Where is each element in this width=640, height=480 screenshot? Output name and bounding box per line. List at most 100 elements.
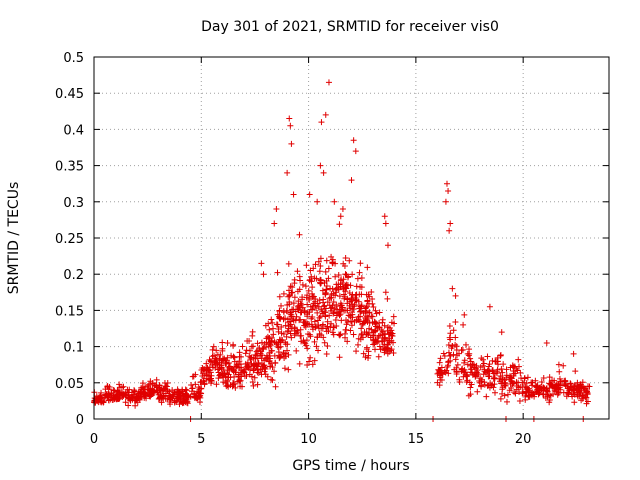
data-point <box>329 259 336 266</box>
data-point <box>503 398 510 405</box>
data-point <box>341 263 348 270</box>
data-point <box>116 381 123 388</box>
data-point <box>382 289 389 296</box>
data-point <box>328 304 335 311</box>
data-point <box>452 356 459 363</box>
data-point <box>203 364 210 371</box>
data-point <box>264 333 271 340</box>
data-point <box>567 380 574 387</box>
data-point <box>516 398 523 405</box>
data-point <box>224 354 231 361</box>
data-point <box>335 271 342 278</box>
data-point <box>313 275 320 282</box>
data-point <box>122 399 129 406</box>
data-point <box>584 389 591 396</box>
data-point <box>460 321 467 328</box>
data-point <box>438 377 445 384</box>
data-point <box>248 373 255 380</box>
data-point <box>481 379 488 386</box>
data-point <box>311 357 318 364</box>
data-point <box>262 371 269 378</box>
data-point <box>309 284 316 291</box>
data-point <box>258 348 265 355</box>
y-tick-label: 0.05 <box>55 377 84 392</box>
data-point <box>294 268 301 275</box>
data-point <box>236 358 243 365</box>
data-point <box>246 347 253 354</box>
data-point <box>472 373 479 380</box>
data-point <box>309 313 316 320</box>
data-point <box>283 333 290 340</box>
data-point <box>388 346 395 353</box>
data-point <box>183 387 190 394</box>
data-point <box>316 268 323 275</box>
data-point <box>266 352 273 359</box>
data-point <box>386 339 393 346</box>
data-point <box>332 273 339 280</box>
data-point <box>207 358 214 365</box>
data-point <box>304 292 311 299</box>
data-point <box>110 386 117 393</box>
data-point <box>238 367 245 374</box>
y-tick-label: 0.15 <box>55 304 84 319</box>
data-point <box>139 388 146 395</box>
data-point <box>263 339 270 346</box>
data-point <box>285 260 292 267</box>
data-point <box>297 332 304 339</box>
x-tick-label: 20 <box>515 432 532 447</box>
data-point <box>483 393 490 400</box>
data-point <box>244 337 251 344</box>
data-point <box>104 394 111 401</box>
data-point <box>327 305 334 312</box>
data-point <box>474 388 481 395</box>
data-point <box>452 292 459 299</box>
data-point <box>361 319 368 326</box>
data-point <box>291 332 298 339</box>
data-point <box>239 343 246 350</box>
y-tick-label: 0.5 <box>63 51 84 66</box>
data-point <box>284 327 291 334</box>
data-point <box>309 306 316 313</box>
data-point <box>302 340 309 347</box>
data-point <box>350 331 357 338</box>
data-point <box>358 275 365 282</box>
data-point <box>248 354 255 361</box>
data-point <box>255 370 262 377</box>
data-point <box>213 347 220 354</box>
data-point <box>125 402 132 409</box>
data-point <box>276 293 283 300</box>
data-point <box>306 296 313 303</box>
x-tick-label: 15 <box>408 432 425 447</box>
data-point <box>290 317 297 324</box>
x-axis-label: GPS time / hours <box>292 458 409 474</box>
data-point <box>330 324 337 331</box>
data-point <box>346 257 353 264</box>
data-point <box>344 338 351 345</box>
data-point <box>177 397 184 404</box>
data-point <box>488 382 495 389</box>
data-point <box>450 327 457 334</box>
data-point <box>356 302 363 309</box>
data-point <box>437 369 444 376</box>
data-point <box>363 346 370 353</box>
data-point <box>447 336 454 343</box>
data-point <box>353 317 360 324</box>
data-point <box>273 321 280 328</box>
data-point <box>323 257 330 264</box>
data-point <box>494 354 501 361</box>
data-point <box>309 361 316 368</box>
data-point <box>330 331 337 338</box>
data-point <box>306 331 313 338</box>
data-point <box>562 377 569 384</box>
data-point <box>230 341 237 348</box>
data-point <box>489 357 496 364</box>
data-point <box>290 300 297 307</box>
data-point <box>297 316 304 323</box>
data-point <box>322 268 329 275</box>
data-point <box>146 381 153 388</box>
data-point <box>383 344 390 351</box>
data-point <box>276 352 283 359</box>
data-point <box>348 298 355 305</box>
data-point <box>298 309 305 316</box>
data-point <box>297 326 304 333</box>
